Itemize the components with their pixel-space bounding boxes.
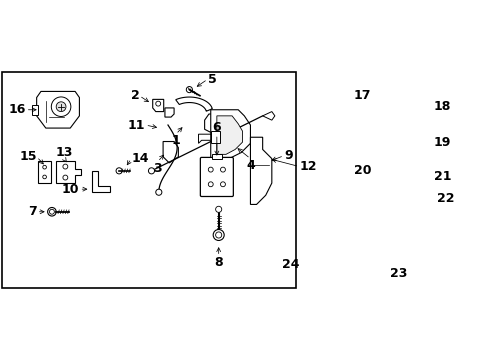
Circle shape: [416, 141, 419, 145]
Bar: [384, 228, 411, 258]
Text: 14: 14: [131, 152, 148, 165]
Text: 11: 11: [128, 118, 145, 131]
Circle shape: [215, 232, 221, 238]
Text: 17: 17: [353, 89, 370, 102]
Text: 19: 19: [433, 136, 450, 149]
Polygon shape: [204, 114, 216, 132]
Text: 18: 18: [433, 100, 450, 113]
Text: 24: 24: [281, 258, 299, 271]
Circle shape: [42, 165, 46, 169]
Polygon shape: [152, 99, 163, 112]
Circle shape: [215, 206, 221, 212]
Circle shape: [383, 193, 389, 199]
FancyBboxPatch shape: [200, 157, 233, 197]
Circle shape: [425, 198, 428, 201]
Circle shape: [116, 168, 122, 174]
Text: 4: 4: [245, 159, 254, 172]
Polygon shape: [198, 134, 210, 143]
Circle shape: [56, 102, 66, 112]
Polygon shape: [378, 168, 400, 202]
Circle shape: [381, 112, 387, 118]
Text: 8: 8: [214, 256, 223, 269]
Polygon shape: [91, 171, 110, 192]
Polygon shape: [164, 108, 174, 117]
Polygon shape: [37, 91, 79, 128]
Circle shape: [208, 182, 213, 187]
Circle shape: [220, 167, 225, 172]
Circle shape: [383, 179, 389, 185]
Circle shape: [156, 189, 162, 195]
Text: 13: 13: [55, 146, 73, 159]
Text: 23: 23: [389, 267, 406, 280]
Text: 2: 2: [130, 89, 139, 102]
Text: 15: 15: [19, 150, 37, 163]
Circle shape: [381, 126, 387, 132]
Polygon shape: [175, 97, 212, 111]
Text: 12: 12: [299, 160, 316, 173]
Bar: [211, 154, 221, 159]
Text: 5: 5: [207, 73, 216, 86]
Circle shape: [213, 229, 224, 240]
Circle shape: [47, 207, 56, 216]
Circle shape: [186, 86, 192, 93]
Circle shape: [414, 140, 421, 147]
Circle shape: [315, 247, 319, 250]
Circle shape: [156, 101, 161, 106]
Text: 20: 20: [353, 164, 370, 177]
Circle shape: [423, 196, 430, 203]
Circle shape: [49, 209, 54, 214]
Polygon shape: [163, 141, 178, 163]
Text: 6: 6: [212, 121, 221, 134]
Text: 1: 1: [171, 134, 180, 147]
Text: 9: 9: [284, 149, 292, 162]
Text: 21: 21: [433, 170, 450, 184]
Text: 22: 22: [436, 192, 453, 205]
Polygon shape: [210, 110, 250, 159]
Circle shape: [313, 245, 321, 252]
Circle shape: [414, 176, 421, 184]
Polygon shape: [210, 131, 220, 143]
Text: 7: 7: [28, 205, 37, 218]
Circle shape: [42, 175, 46, 179]
Circle shape: [416, 178, 419, 182]
Polygon shape: [216, 116, 242, 154]
Bar: [32, 105, 39, 114]
Polygon shape: [376, 103, 398, 135]
Circle shape: [63, 175, 68, 180]
Circle shape: [416, 112, 419, 116]
Polygon shape: [262, 112, 274, 120]
Circle shape: [63, 164, 68, 169]
Circle shape: [414, 111, 421, 118]
Bar: [38, 161, 51, 183]
Polygon shape: [250, 137, 271, 204]
Text: 3: 3: [153, 162, 162, 175]
Circle shape: [220, 182, 225, 187]
Circle shape: [51, 97, 71, 117]
Circle shape: [148, 168, 154, 174]
Circle shape: [208, 167, 213, 172]
Text: 10: 10: [62, 183, 79, 196]
Polygon shape: [56, 161, 81, 183]
Text: 16: 16: [8, 103, 25, 116]
